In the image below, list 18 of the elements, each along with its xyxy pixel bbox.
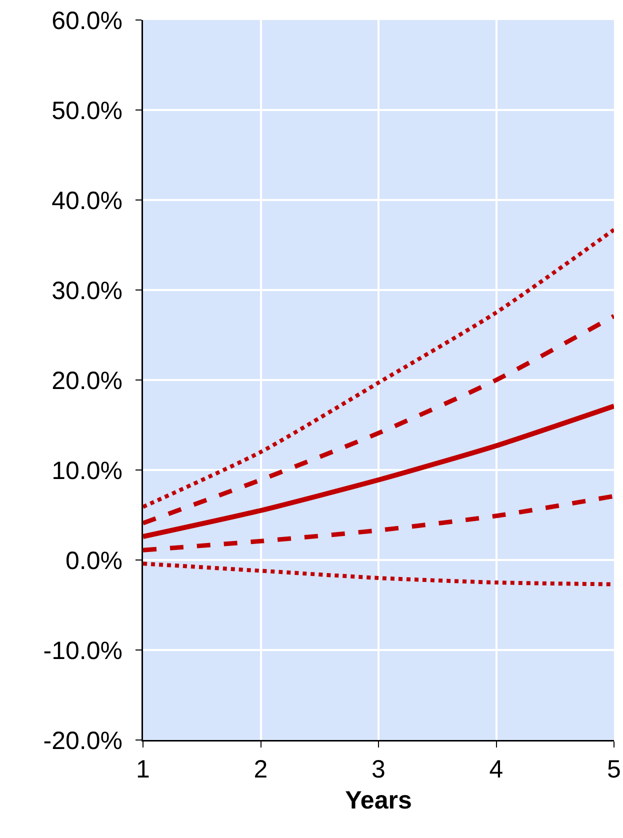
- y-tick-label: 10.0%: [52, 456, 122, 485]
- y-tick-label: 50.0%: [52, 96, 122, 125]
- x-tick-label: 2: [254, 756, 268, 784]
- x-axis-title: Years: [345, 786, 412, 814]
- x-tick-label: 5: [607, 756, 621, 784]
- y-tick-label: 60.0%: [52, 6, 122, 35]
- y-tick-label: 40.0%: [52, 186, 122, 215]
- y-tick-label: 20.0%: [52, 366, 122, 395]
- y-tick-label: -10.0%: [43, 636, 122, 665]
- line-series: [143, 228, 614, 509]
- line-series: [143, 314, 614, 526]
- line-series: [143, 494, 614, 552]
- x-tick-label: 3: [372, 756, 386, 784]
- y-tick-label: -20.0%: [43, 726, 122, 755]
- x-tick-label: 1: [136, 756, 150, 784]
- x-tick-label: 4: [489, 756, 504, 784]
- y-tick-label: 0.0%: [66, 546, 122, 575]
- y-tick-label: 30.0%: [52, 276, 122, 305]
